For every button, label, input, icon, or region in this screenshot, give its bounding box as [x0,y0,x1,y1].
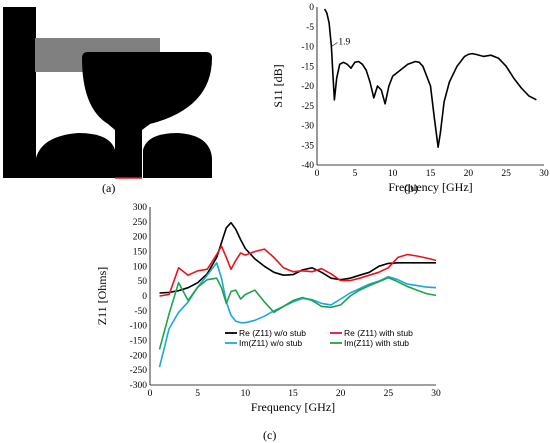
x-tick-label: 5 [352,169,357,179]
x-tick-label: 20 [464,169,474,179]
series-line-4 [158,276,437,350]
y-tick-label: 300 [133,203,148,213]
panel-label-c: (c) [263,428,277,442]
y-tick-label: -5 [306,23,314,33]
z11-chart: 0 5 10 15 20 25 30 300 250 200 150 100 50 0 -50 -100 -15… [95,203,441,414]
annotation-pointer [331,42,338,47]
y-tick-label: -35 [301,141,314,151]
ground-plane-right-lobe [143,133,212,178]
x-tick-label: 30 [539,169,549,179]
y-axis-label: Z11 [Ohms] [95,267,109,326]
x-tick-label: 15 [288,389,298,399]
x-tick-label: 0 [315,169,320,179]
x-tick-label: 25 [501,169,511,179]
x-tick-label: 10 [241,389,251,399]
y-tick-label: -10 [301,43,314,53]
series-line-1 [159,221,436,294]
y-tick-label: 50 [138,277,148,287]
y-tick-label: 250 [133,218,148,228]
y-tick-label: -30 [301,122,314,132]
y-tick-label: 0 [142,292,147,302]
legend-label-2: Re (Z11) with stub [344,328,413,338]
x-axis-label: Frequency [GHz] [251,400,335,414]
y-tick-label: -150 [130,337,148,347]
legend-label-3: Im(Z11) w/o stub [239,338,302,348]
y-tick-label: 100 [133,262,148,272]
panel-label-a: (a) [102,181,116,195]
y-tick-label: -15 [301,62,314,72]
y-axis-label: S11 [dB] [271,64,285,107]
x-tick-label: 15 [426,169,436,179]
antenna-layout [3,7,212,179]
y-tick-label: 0 [309,3,314,13]
ground-plane-left-lobe [36,133,115,178]
y-tick-label: 200 [133,233,148,243]
y-tick-label: -50 [134,307,147,317]
y-tick-label: -40 [301,161,314,171]
x-tick-label: 30 [431,389,441,399]
s11-chart: 0 5 10 15 20 25 30 0 -5 -10 -15 -20 -25 -30 -35 -40 Freq… [271,3,549,194]
legend-label-1: Re (Z11) w/o stub [239,328,306,338]
y-tick-label: -20 [301,82,314,92]
x-tick-label: 0 [148,389,153,399]
x-tick-label: 20 [336,389,346,399]
y-tick-label: -200 [130,351,148,361]
y-tick-label: 150 [133,248,148,258]
series-line-2 [159,245,437,297]
radiating-patch [82,52,212,178]
y-tick-label: -250 [130,366,148,376]
x-tick-label: 5 [195,389,200,399]
ground-plane-vertical [3,7,36,178]
y-tick-label: -300 [130,381,148,391]
series-line-3 [158,262,437,368]
legend-label-4: Im(Z11) with stub [344,338,409,348]
series-line-1 [323,8,537,148]
x-tick-label: 25 [384,389,394,399]
y-tick-label: -100 [130,322,148,332]
x-tick-label: 10 [388,169,398,179]
annotation-label: 1.9 [338,38,350,48]
x-axis-label: Frequency [GHz] [388,180,472,194]
y-tick-label: -25 [301,102,314,112]
panel-label-b: (b) [404,181,418,195]
